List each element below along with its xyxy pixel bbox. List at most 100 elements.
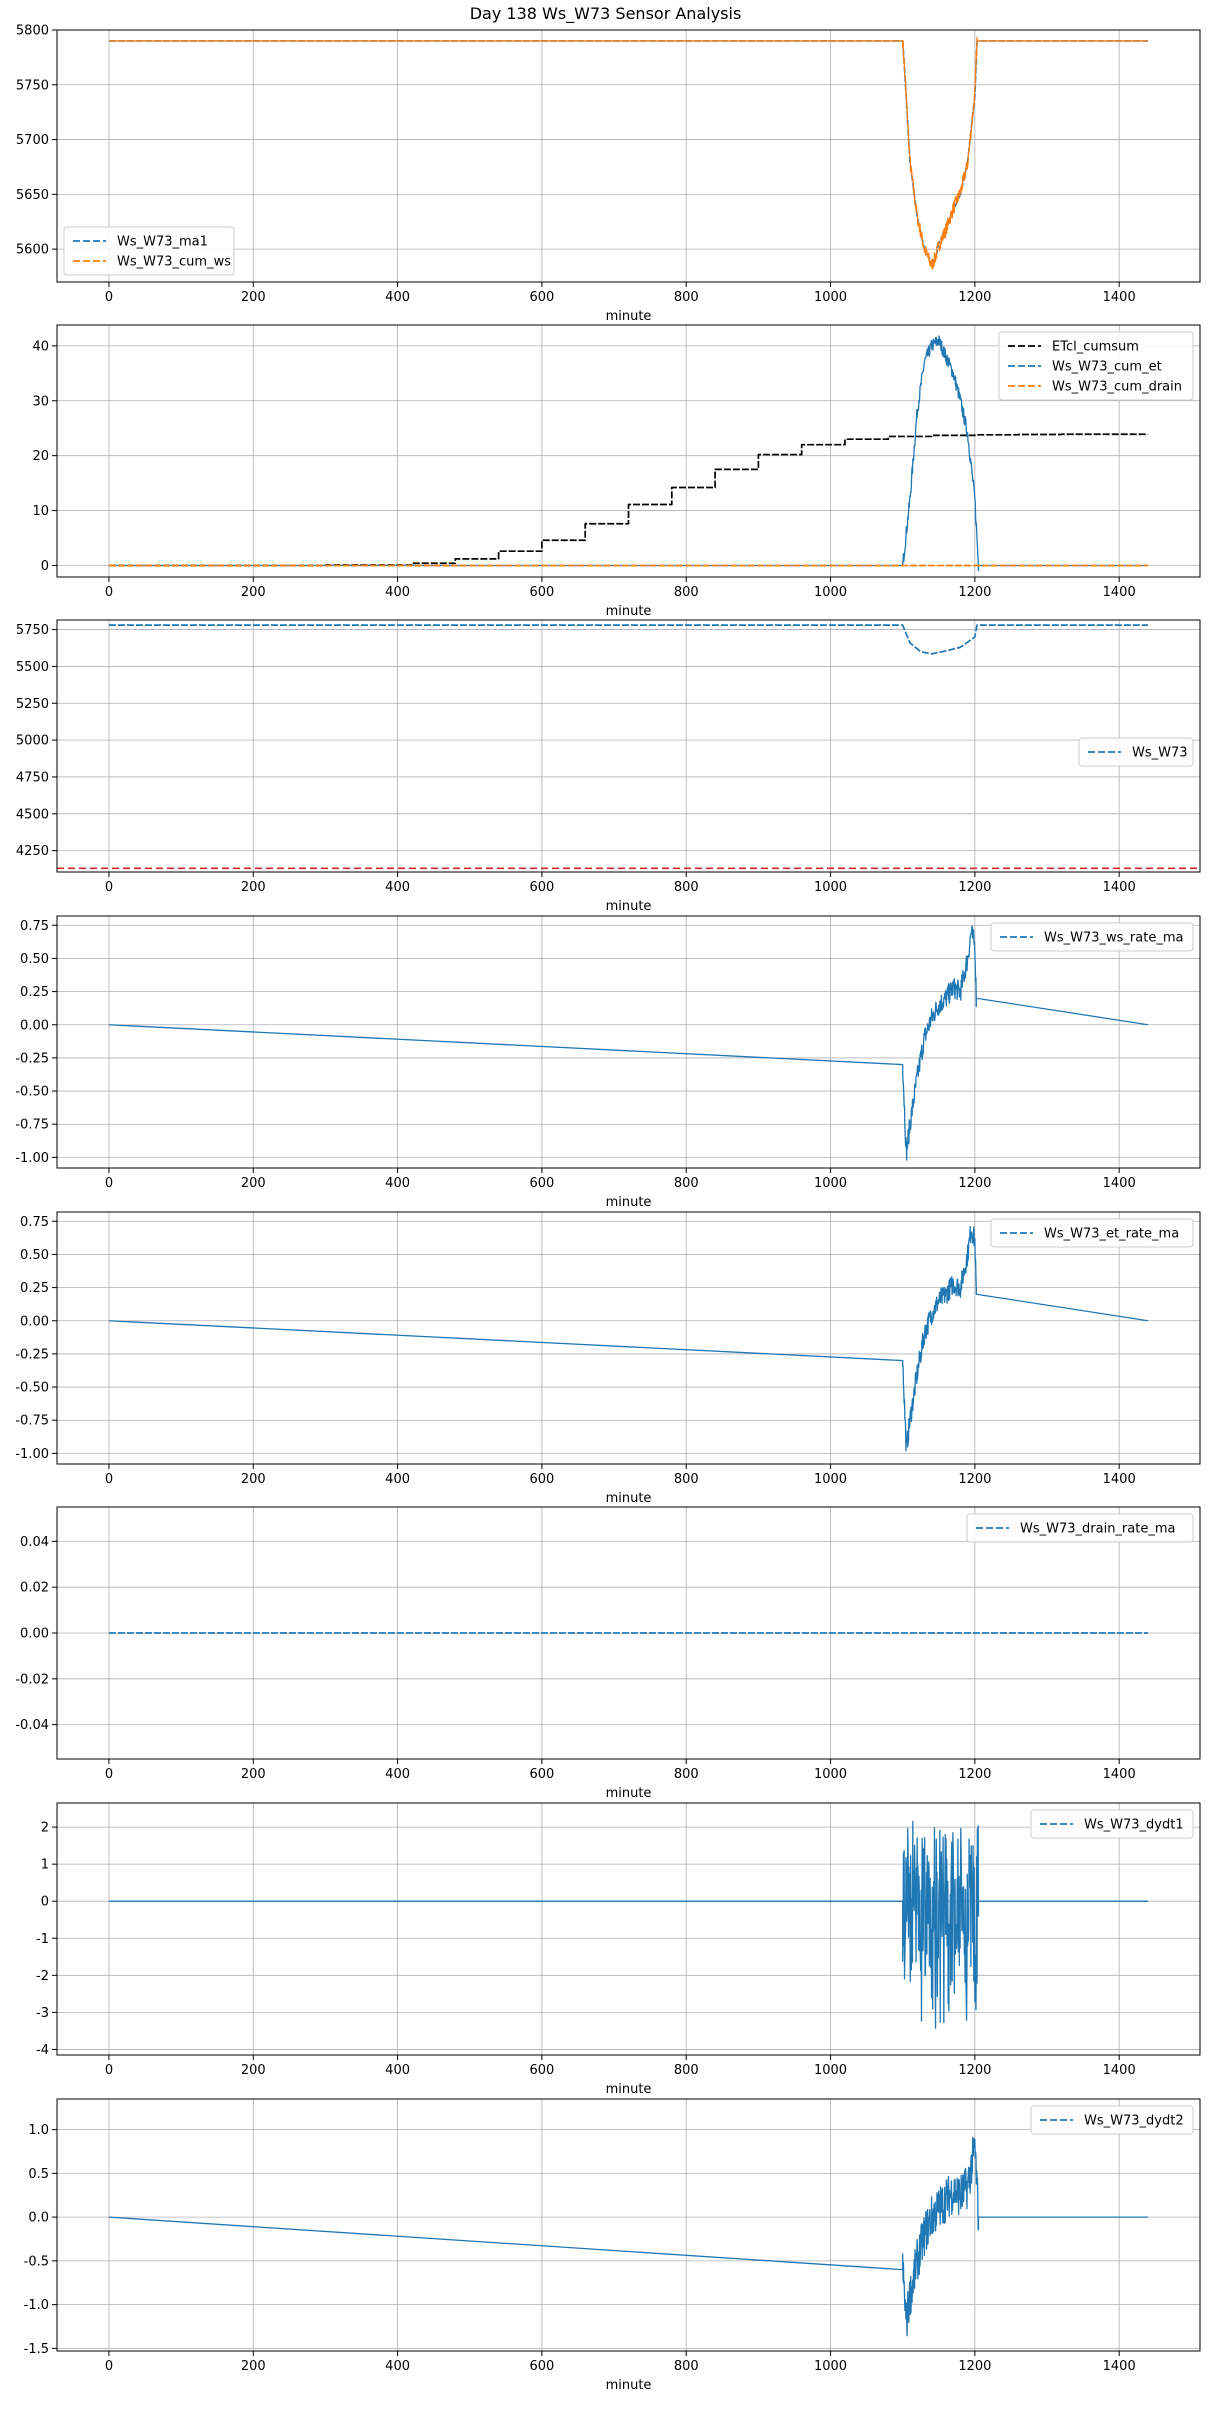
- x-tick-label: 1200: [958, 1472, 991, 1487]
- plot-area: [57, 624, 1200, 870]
- y-tick-label: 5500: [16, 660, 49, 675]
- x-tick-label: 1000: [814, 880, 847, 895]
- grid: [57, 620, 1200, 872]
- y-tick-label: 5650: [16, 188, 49, 203]
- x-tick-label: 600: [529, 585, 554, 600]
- x-tick-label: 800: [674, 880, 699, 895]
- y-tick-label: 0.75: [20, 919, 49, 934]
- axes-frame: [56, 2098, 1201, 2352]
- y-tick-label: -0.5: [24, 2254, 49, 2269]
- subplot-6: 0 200 400 600 800 1000 1200 1400 minute -0.04 -0.0…: [15, 1506, 1201, 1801]
- subplot-5: 0 200 400 600 800 1000 1200 1400 minute -1.00 -0.7…: [15, 1211, 1201, 1506]
- axes-frame: [56, 1211, 1201, 1465]
- y-tick-label: -0.02: [15, 1672, 49, 1687]
- x-tick-label: 400: [385, 290, 410, 305]
- y-tick-label: 4250: [16, 844, 49, 859]
- x-tick-label: 200: [241, 290, 266, 305]
- x-tick-label: 800: [674, 1176, 699, 1191]
- y-tick-label: -0.25: [15, 1051, 49, 1066]
- grid: [57, 1803, 1200, 2055]
- x-tick-label: 1000: [814, 1176, 847, 1191]
- x-tick-label: 600: [529, 2359, 554, 2374]
- axes-frame: [56, 1802, 1201, 2056]
- x-tick-label: 200: [241, 1176, 266, 1191]
- x-tick-label: 1000: [814, 1767, 847, 1782]
- x-tick-label: 400: [385, 585, 410, 600]
- x-tick-label: 1000: [814, 290, 847, 305]
- subplot-7: 0 200 400 600 800 1000 1200 1400 minute -4 -3 -2 -1 0…: [36, 1802, 1201, 2097]
- x-axis-label: minute: [606, 1491, 652, 1506]
- y-tick-label: -0.04: [15, 1718, 49, 1733]
- legend-box: [998, 331, 1194, 401]
- x-tick-label: 1400: [1103, 880, 1136, 895]
- x-tick-label: 1200: [958, 1176, 991, 1191]
- x-tick-label: 800: [674, 1472, 699, 1487]
- x-tick-label: 0: [105, 1767, 113, 1782]
- series-line-Ws_W73: [108, 624, 1149, 655]
- x-tick-label: 200: [241, 585, 266, 600]
- x-tick-label: 0: [105, 2359, 113, 2374]
- legend-box: [1078, 737, 1194, 767]
- legend: Ws_W73_ws_rate_ma: [990, 922, 1194, 952]
- x-tick-label: 0: [105, 290, 113, 305]
- legend: Ws_W73_drain_rate_ma: [966, 1513, 1194, 1543]
- series-line-Ws_W73_cum_ws: [108, 36, 1149, 270]
- x-tick-label: 600: [529, 1176, 554, 1191]
- x-tick-label: 800: [674, 585, 699, 600]
- y-tick-label: 5000: [16, 734, 49, 749]
- legend-box: [990, 922, 1194, 952]
- y-tick-label: 4500: [16, 807, 49, 822]
- x-tick-label: 800: [674, 2063, 699, 2078]
- y-tick-label: 5800: [16, 24, 49, 39]
- legend-label: Ws_W73_dydt2: [1084, 2114, 1184, 2129]
- x-tick-label: 1200: [958, 1767, 991, 1782]
- x-axis-label: minute: [606, 309, 652, 324]
- y-tick-label: 0.04: [20, 1535, 49, 1550]
- x-tick-label: 200: [241, 2359, 266, 2374]
- axes-frame: [56, 29, 1201, 283]
- x-tick-label: 200: [241, 880, 266, 895]
- x-tick-label: 800: [674, 290, 699, 305]
- legend: Ws_W73_et_rate_ma: [990, 1218, 1194, 1248]
- legend-box: [990, 1218, 1194, 1248]
- y-tick-label: 0.5: [28, 2167, 49, 2182]
- x-tick-label: 600: [529, 1767, 554, 1782]
- x-tick-label: 600: [529, 880, 554, 895]
- series-line-Ws_W73_cum_et: [108, 335, 1149, 572]
- y-tick-label: 0.00: [20, 1627, 49, 1642]
- y-tick-label: 40: [32, 339, 49, 354]
- y-tick-label: 4750: [16, 770, 49, 785]
- legend-label: Ws_W73_dydt1: [1084, 1818, 1184, 1833]
- axes-frame: [56, 619, 1201, 873]
- y-tick-label: -1.0: [24, 2298, 49, 2313]
- y-tick-label: 5600: [16, 243, 49, 258]
- legend-label: Ws_W73_cum_ws: [117, 255, 231, 270]
- y-tick-label: -1.00: [15, 1151, 49, 1166]
- x-tick-label: 1200: [958, 2063, 991, 2078]
- y-tick-label: -1: [36, 1932, 49, 1947]
- axes-frame: [56, 915, 1201, 1169]
- x-tick-label: 1000: [814, 2063, 847, 2078]
- x-tick-label: 1000: [814, 585, 847, 600]
- x-tick-label: 1400: [1103, 1176, 1136, 1191]
- y-tick-label: 10: [32, 504, 49, 519]
- subplot-4: 0 200 400 600 800 1000 1200 1400 minute -1.00 -0.7…: [15, 915, 1201, 1210]
- y-tick-label: 5750: [16, 623, 49, 638]
- x-tick-label: 1400: [1103, 2359, 1136, 2374]
- y-tick-label: -4: [36, 2043, 49, 2058]
- y-tick-label: 5250: [16, 697, 49, 712]
- x-tick-label: 1400: [1103, 2063, 1136, 2078]
- plot-area: [108, 335, 1149, 572]
- x-tick-label: 600: [529, 1472, 554, 1487]
- x-axis-label: minute: [606, 604, 652, 619]
- y-tick-label: 2: [41, 1821, 49, 1836]
- x-tick-label: 0: [105, 585, 113, 600]
- subplot-1: 0 200 400 600 800 1000 1200 1400 minute 5600 5650 5…: [16, 24, 1201, 324]
- legend-label: Ws_W73: [1132, 746, 1188, 761]
- x-tick-label: 1200: [958, 290, 991, 305]
- y-tick-label: 0.75: [20, 1215, 49, 1230]
- series-line-Ws_W73_dydt1: [108, 1820, 1149, 2029]
- legend-box: [1030, 1809, 1194, 1839]
- x-tick-label: 800: [674, 2359, 699, 2374]
